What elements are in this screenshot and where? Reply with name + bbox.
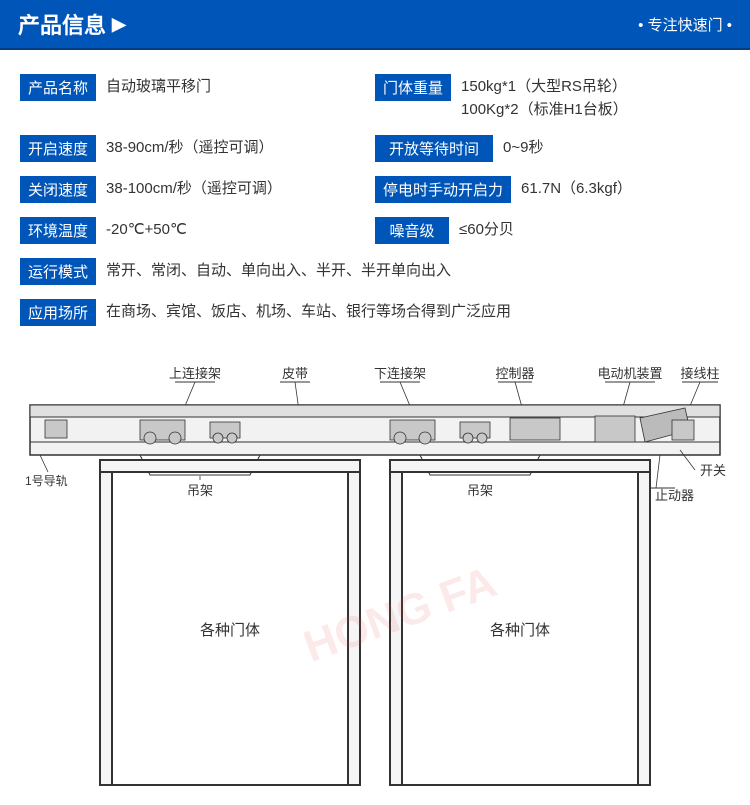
spec-label: 应用场所 [20,299,96,326]
label-terminal: 接线柱 [680,366,719,381]
spec-label: 运行模式 [20,258,96,285]
door-diagram: 上连接架 皮带 下连接架 控制器 电动机装置 接线 [20,360,730,790]
spec-row-noise: 噪音级 ≤60分贝 [375,217,730,244]
spec-row-open-speed: 开启速度 38-90cm/秒（遥控可调） [20,135,375,162]
spec-row-close-speed: 关闭速度 38-100cm/秒（遥控可调） [20,176,375,203]
spec-label: 开启速度 [20,135,96,162]
title-arrow-icon: ▶ [112,14,126,35]
spec-value: 150kg*1（大型RS吊轮） 100Kg*2（标准H1台板） [461,74,628,121]
spec-label: 噪音级 [375,217,449,244]
spec-value: 在商场、宾馆、饭店、机场、车站、银行等场合得到广泛应用 [106,299,511,324]
spec-row-wait-time: 开放等待时间 0~9秒 [375,135,730,162]
header-bar: 产品信息 ▶ 专注快速门 [0,0,750,50]
spec-label: 停电时手动开启力 [375,176,511,203]
spec-value: 61.7N（6.3kgf） [521,176,632,201]
label-controller: 控制器 [495,366,534,381]
spec-value: 0~9秒 [503,135,543,160]
spec-value: 38-100cm/秒（遥控可调） [106,176,282,201]
label-switch: 开关 [700,463,726,478]
label-upper-bracket: 上连接架 [169,366,221,381]
spec-value: 38-90cm/秒（遥控可调） [106,135,274,160]
spec-row-manual-force: 停电时手动开启力 61.7N（6.3kgf） [375,176,730,203]
spec-label: 产品名称 [20,74,96,101]
diagram-container: HONG FA 上连接架 皮带 下连接架 控制器 电动机装置 [20,360,730,795]
label-motor: 电动机装置 [597,366,662,381]
spec-value: ≤60分贝 [459,217,514,242]
spec-value: 常开、常闭、自动、单向出入、半开、半开单向出入 [106,258,451,283]
spec-label: 关闭速度 [20,176,96,203]
label-door-right: 各种门体 [490,622,550,639]
label-door-left: 各种门体 [200,622,260,639]
label-hanger-right: 吊架 [467,483,493,498]
header-tag: 专注快速门 [638,14,732,35]
spec-row-places: 应用场所 在商场、宾馆、饭店、机场、车站、银行等场合得到广泛应用 [20,299,730,326]
label-belt: 皮带 [282,366,308,381]
label-stopper: 止动器 [655,488,694,503]
spec-row-temp: 环境温度 -20℃+50℃ [20,217,375,244]
spec-label: 开放等待时间 [375,135,493,162]
spec-table: 产品名称 自动玻璃平移门 门体重量 150kg*1（大型RS吊轮） 100Kg*… [20,74,730,340]
spec-row-product-name: 产品名称 自动玻璃平移门 [20,74,375,121]
spec-value: -20℃+50℃ [106,217,187,242]
header-title: 产品信息 ▶ [18,8,126,40]
content-area: 产品名称 自动玻璃平移门 门体重量 150kg*1（大型RS吊轮） 100Kg*… [0,50,750,805]
spec-row-weight: 门体重量 150kg*1（大型RS吊轮） 100Kg*2（标准H1台板） [375,74,730,121]
rail-top [30,405,720,417]
label-lower-bracket: 下连接架 [374,366,426,381]
label-hanger-left: 吊架 [187,483,213,498]
spec-value: 自动玻璃平移门 [106,74,211,99]
label-rail: 1号导轨 [25,474,68,488]
spec-label: 门体重量 [375,74,451,101]
title-text: 产品信息 [18,8,106,40]
spec-label: 环境温度 [20,217,96,244]
spec-row-modes: 运行模式 常开、常闭、自动、单向出入、半开、半开单向出入 [20,258,730,285]
